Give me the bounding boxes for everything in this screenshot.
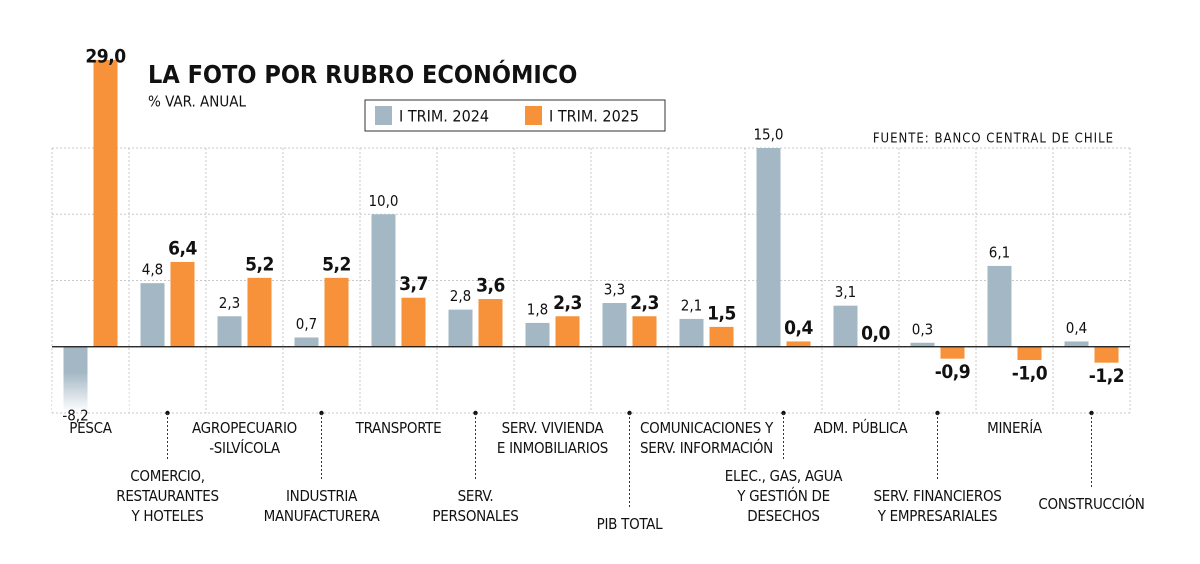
value-label: 0,3 [912,320,933,338]
value-label: 2,1 [681,296,702,314]
value-label: 3,1 [835,283,856,301]
category-label: PESCA [69,419,112,437]
bar [93,0,118,347]
bar [140,283,165,347]
bar [525,322,550,347]
category-label: SERV. PERSONALES [432,487,519,525]
legend-swatch [525,106,542,125]
bar [940,346,965,359]
value-label: 29,0 [85,46,126,68]
source: FUENTE: BANCO CENTRAL DE CHILE [873,132,1114,147]
bar [371,214,396,347]
value-label: 3,6 [476,275,505,297]
bar [632,316,657,347]
category-label: TRANSPORTE [355,419,442,437]
category-label: MINERÍA [987,419,1042,437]
value-label: 0,7 [296,315,317,333]
value-label: 10,0 [368,192,398,210]
bar [478,299,503,347]
bar [602,303,627,347]
value-label: 2,3 [630,292,659,314]
category-label: CONSTRUCCIÓN [1038,495,1145,513]
category-label: ELEC., GAS, AGUA Y GESTIÓN DE DESECHOS [724,467,843,525]
value-label: 1,5 [707,302,736,324]
category-label: SERV. VIVIENDA E INMOBILIARIOS [496,419,609,457]
bar [324,277,349,347]
category-label: COMUNICACIONES Y SERV. INFORMACIÓN [640,419,773,457]
value-label: -0,9 [935,361,970,383]
bar [910,342,935,347]
bar [756,148,781,347]
chart-subtitle: % VAR. ANUAL [148,93,246,111]
fade-bottom [52,372,129,412]
bar [1094,346,1119,363]
value-label: 5,2 [322,253,351,275]
value-label: 4,8 [142,261,163,279]
value-label: 2,8 [450,287,471,305]
value-label: 0,4 [1066,319,1087,337]
value-label: -8,2 [62,407,88,425]
value-label: 1,8 [527,300,548,318]
bar [247,277,272,347]
bar [709,326,734,347]
value-label: 15,0 [753,126,783,144]
bar [217,316,242,347]
bar [1064,341,1089,347]
category-label: ADM. PÚBLICA [813,419,908,437]
legend-box [364,99,666,132]
bar [448,309,473,347]
value-label: 6,1 [989,243,1010,261]
bar [170,261,195,347]
legend-swatch [375,106,392,125]
category-label: INDUSTRIA MANUFACTURERA [263,487,380,525]
value-label: 0,4 [784,317,813,339]
chart-title: LA FOTO POR RUBRO ECONÓMICO [148,59,577,89]
bar [555,316,580,347]
value-label: -1,0 [1012,363,1048,385]
category-label: COMERCIO, RESTAURANTES Y HOTELES [116,467,219,525]
value-label: 2,3 [553,292,582,314]
category-label: SERV. FINANCIEROS Y EMPRESARIALES [873,487,1002,525]
value-label: 6,4 [168,237,197,259]
value-label: -1,2 [1089,365,1124,387]
bar [1017,346,1042,360]
bar [401,297,426,347]
category-label: AGROPECUARIO -SILVÍCOLA [192,419,297,457]
value-label: 0,0 [861,322,890,344]
bar [786,341,811,347]
legend-label: I TRIM. 2024 [399,107,489,126]
value-label: 5,2 [245,253,274,275]
bar [987,265,1012,347]
value-label: 3,7 [399,273,428,295]
value-label: 3,3 [604,281,625,299]
bar [833,305,858,347]
legend-label: I TRIM. 2025 [549,107,639,126]
bar [679,318,704,347]
category-label: PIB TOTAL [596,515,663,533]
value-label: 2,3 [219,294,240,312]
bar [294,337,319,347]
